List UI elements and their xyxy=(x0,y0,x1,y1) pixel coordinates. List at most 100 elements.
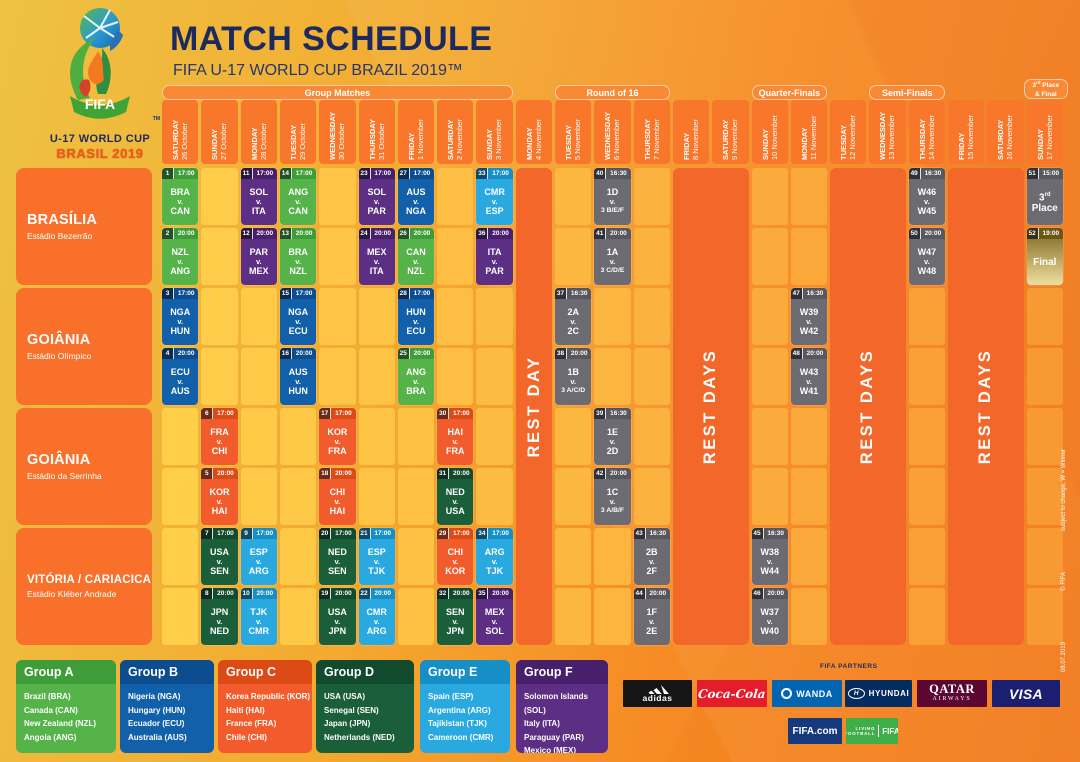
match-number: 29 xyxy=(437,528,450,539)
match-vs-label: v. xyxy=(216,616,223,626)
match-time: 17:00 xyxy=(335,410,352,417)
match-number: 28 xyxy=(397,288,410,299)
match-cell: 36 20:00 ITA v. PAR xyxy=(476,228,513,285)
page-subtitle: FIFA U-17 WORLD CUP BRAZIL 2019™ xyxy=(173,62,463,79)
match-cell: 29 17:00 CHI v. KOR xyxy=(437,528,474,585)
match-team-home: MEX xyxy=(484,607,505,618)
match-cell-header: 18 20:00 xyxy=(319,468,356,479)
match-cell-body: BRA v. CAN xyxy=(162,179,198,225)
schedule-cell-empty xyxy=(633,168,670,225)
match-team-away: ITA xyxy=(369,266,384,277)
match-number: 44 xyxy=(633,588,646,599)
match-vs-label: v. xyxy=(413,256,419,266)
rest-block: REST DAYS xyxy=(672,168,749,645)
match-number: 14 xyxy=(279,168,292,179)
group-card: Group E Spain (ESP) Argentina (ARG) Tajikis… xyxy=(420,660,510,753)
match-team-home: NGA xyxy=(288,307,309,318)
group-team: Korea Republic (KOR) xyxy=(226,692,311,701)
match-cell-header: 4 20:00 xyxy=(162,348,199,359)
group-team: Solomon Islands (SOL) xyxy=(524,692,589,715)
schedule-cell-empty xyxy=(476,468,513,525)
match-vs-label: v. xyxy=(295,316,301,326)
group-team: Japan (JPN) xyxy=(324,719,371,728)
group-team: Tajikistan (TJK) xyxy=(428,719,487,728)
divider xyxy=(878,725,880,737)
adidas-mark-icon: adidas xyxy=(643,685,673,702)
date-header-text: THURSDAY 7 November xyxy=(634,100,670,164)
match-cell-body: NED v. USA xyxy=(437,479,473,525)
date-header: THURSDAY 14 November xyxy=(908,100,946,164)
match-number: 41 xyxy=(594,228,607,239)
match-number: 45 xyxy=(751,528,764,539)
match-label: Final xyxy=(1033,256,1057,268)
match-team-away: W42 xyxy=(799,326,819,337)
schedule-cell-empty xyxy=(908,408,946,465)
match-team-home: PAR xyxy=(249,247,268,258)
match-cell-body: ANG v. CAN xyxy=(280,179,316,225)
match-vs-label: v. xyxy=(255,256,262,266)
match-team-home: 1E xyxy=(606,427,618,438)
match-number: 34 xyxy=(476,528,489,539)
match-time: 16:30 xyxy=(924,170,942,177)
match-team-away: 2D xyxy=(606,446,619,457)
match-cell-header: 33 17:00 xyxy=(476,168,513,179)
match-cell: 30 17:00 HAI v. FRA xyxy=(437,408,474,465)
wanda-mark: WANDA xyxy=(781,688,833,699)
partner-logo-hyundai: H HYUNDAI xyxy=(845,680,912,707)
group-card-title: Group C xyxy=(218,660,312,684)
match-vs-label: v. xyxy=(413,196,419,206)
match-number: 32 xyxy=(437,588,450,599)
match-team-away: CAN xyxy=(170,206,190,217)
match-team-home: NGA xyxy=(170,307,191,318)
schedule-cell-empty xyxy=(555,588,592,645)
group-card-title: Group B xyxy=(120,660,214,684)
match-cell: 26 20:00 CAN v. NZL xyxy=(397,228,435,285)
match-cell-body: W37 v. W40 xyxy=(752,599,788,645)
partner-logo-adidas: adidas xyxy=(623,680,692,707)
match-cell-body: W47 v. W48 xyxy=(909,239,945,285)
match-team-away: KOR xyxy=(445,566,466,577)
match-cell-header: 24 20:00 xyxy=(358,228,395,239)
date-header-text: THURSDAY 14 November xyxy=(909,100,945,164)
match-team-home: MEX xyxy=(366,247,387,258)
match-time: 17:00 xyxy=(452,530,470,537)
schedule-cell-empty xyxy=(555,168,592,225)
match-time: 16:30 xyxy=(806,290,824,297)
schedule-cell-empty xyxy=(790,168,828,225)
match-time: 17:00 xyxy=(492,170,509,177)
match-number: 36 xyxy=(476,228,489,239)
phase-band-label: Round of 16 xyxy=(586,87,639,98)
schedule-cell-empty xyxy=(437,228,474,285)
match-team-home: HUN xyxy=(406,307,426,318)
match-time: 20:00 xyxy=(256,230,274,237)
match-time: 20:00 xyxy=(256,590,274,597)
page-title: MATCH SCHEDULE xyxy=(170,20,493,58)
schedule-cell-empty xyxy=(319,288,356,345)
match-vs-label: v. xyxy=(373,196,380,206)
match-vs-label: v. xyxy=(216,556,223,566)
match-cell-header: 31 20:00 xyxy=(437,468,474,479)
match-cell-header: 13 20:00 xyxy=(279,228,317,239)
match-number: 8 xyxy=(201,588,214,599)
match-cell-body: KOR v. HAI xyxy=(201,479,237,525)
date-header-day: TUESDAY xyxy=(289,124,299,160)
phase-band: Semi-Finals xyxy=(869,85,946,100)
match-team-home: NED xyxy=(327,547,347,558)
schedule-cell-empty xyxy=(240,408,277,465)
date-header-text: MONDAY 11 November xyxy=(791,100,827,164)
match-number: 50 xyxy=(908,228,921,239)
date-header: SATURDAY 16 November xyxy=(987,100,1024,164)
schedule-cell-empty xyxy=(908,528,946,585)
schedule-cell-empty xyxy=(437,168,474,225)
date-header-day: FRIDAY xyxy=(682,132,692,160)
trademark-label: TM xyxy=(152,116,160,122)
schedule-cell-empty xyxy=(162,468,199,525)
match-vs-label: v. xyxy=(177,196,184,206)
match-team-home: TJK xyxy=(250,607,268,618)
match-team-away: W45 xyxy=(917,206,937,217)
match-cell: 18 20:00 CHI v. HAI xyxy=(319,468,356,525)
match-cell-body: JPN v. NED xyxy=(201,599,237,645)
match-cell-body: TJK v. CMR xyxy=(241,599,277,645)
date-header-text: SATURDAY 16 November xyxy=(987,100,1023,164)
match-team-away: W44 xyxy=(760,566,779,577)
